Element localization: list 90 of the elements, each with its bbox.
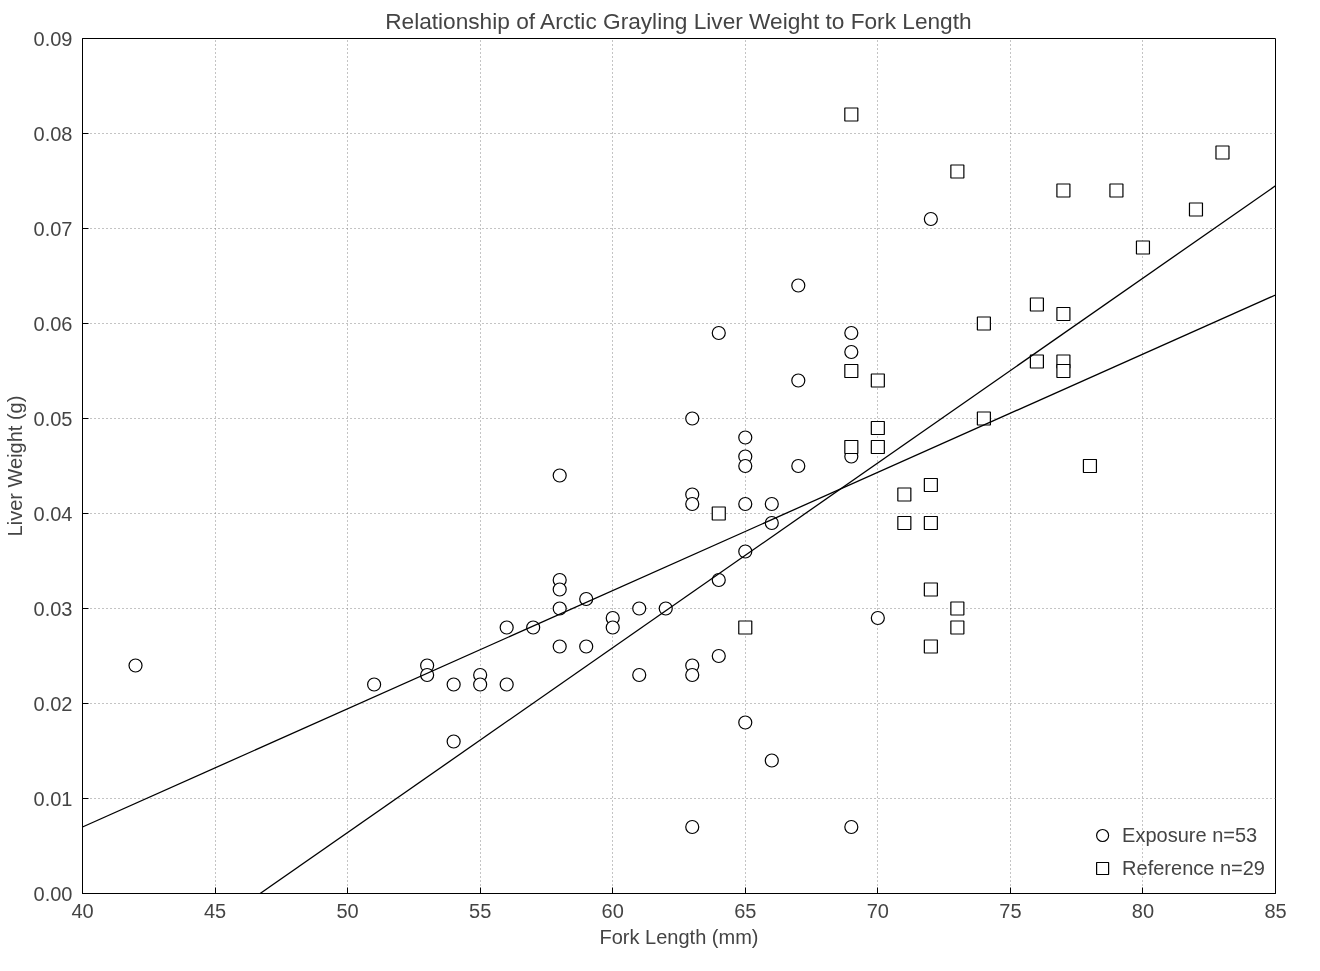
point <box>499 620 514 635</box>
point <box>1029 354 1044 369</box>
point <box>870 420 885 436</box>
point <box>632 667 647 683</box>
point <box>870 373 885 388</box>
y-tick-label: 0.07 <box>33 217 73 240</box>
y-tick-label: 0.08 <box>33 122 73 145</box>
point <box>473 677 488 692</box>
point <box>711 325 726 341</box>
point <box>446 734 461 749</box>
point <box>685 496 700 512</box>
chart-title: Relationship of Arctic Grayling Liver Weight to Fork Length <box>385 7 972 34</box>
point <box>923 582 938 597</box>
y-tick-label: 0.02 <box>33 692 73 715</box>
point <box>738 715 753 730</box>
point <box>1056 306 1071 322</box>
point <box>1082 458 1098 474</box>
point <box>552 468 567 483</box>
point <box>844 439 859 455</box>
point <box>976 316 991 331</box>
point <box>844 819 859 835</box>
point <box>367 677 382 692</box>
point <box>738 430 753 445</box>
x-axis-title: Fork Length (mm) <box>599 925 759 948</box>
point <box>685 667 700 683</box>
x-tick-label: 70 <box>866 899 889 922</box>
point <box>552 639 567 654</box>
point <box>897 515 912 531</box>
x-tick-label: 45 <box>203 899 227 922</box>
point <box>791 373 806 388</box>
y-tick-label: 0.05 <box>33 407 73 430</box>
y-axis-title: Liver Weight (g) <box>3 395 26 537</box>
point <box>897 487 912 502</box>
point <box>1056 363 1071 379</box>
y-tick-label: 0.06 <box>33 312 73 335</box>
point <box>844 363 859 379</box>
legend-label: Reference n=29 <box>1122 856 1265 880</box>
point <box>1056 183 1071 198</box>
x-tick-label: 55 <box>469 899 492 922</box>
y-tick-label: 0.01 <box>33 787 73 810</box>
x-tick-label: 40 <box>71 899 94 922</box>
y-tick-label: 0.04 <box>33 502 73 525</box>
point <box>950 601 965 616</box>
point <box>844 107 859 122</box>
x-tick-label: 75 <box>999 899 1022 922</box>
point <box>950 164 965 179</box>
point <box>923 477 938 493</box>
x-tick-label: 65 <box>734 899 757 922</box>
point <box>738 496 753 512</box>
point <box>791 458 806 474</box>
point <box>738 458 753 474</box>
point <box>1135 240 1151 255</box>
point <box>870 610 885 626</box>
y-tick-label: 0.03 <box>33 597 73 620</box>
point <box>870 439 885 455</box>
point <box>1215 145 1230 160</box>
y-tick-label: 0.09 <box>33 27 73 50</box>
point <box>552 582 567 597</box>
point <box>976 411 991 426</box>
point <box>605 620 620 635</box>
point <box>923 211 938 227</box>
x-tick-label: 60 <box>601 899 624 922</box>
point <box>923 515 938 531</box>
point <box>128 658 143 673</box>
point <box>685 819 700 835</box>
point <box>764 496 779 512</box>
point <box>632 601 647 616</box>
point <box>446 677 461 692</box>
point <box>844 344 859 360</box>
point <box>1188 202 1204 217</box>
point <box>738 620 753 635</box>
point <box>923 639 938 654</box>
point <box>579 639 594 654</box>
legend-label: Exposure n=53 <box>1122 823 1258 847</box>
point <box>1109 183 1124 198</box>
x-tick-label: 80 <box>1131 899 1155 922</box>
point <box>499 677 514 692</box>
point <box>950 620 965 635</box>
point <box>764 753 779 768</box>
point <box>844 325 859 341</box>
x-tick-label: 85 <box>1264 899 1287 922</box>
point <box>711 506 726 521</box>
point <box>1029 297 1044 312</box>
y-tick-label: 0.00 <box>33 882 73 905</box>
point <box>552 601 567 616</box>
point <box>685 411 700 426</box>
x-tick-label: 50 <box>336 899 359 922</box>
point <box>711 572 726 588</box>
point <box>711 648 726 664</box>
point <box>791 278 806 293</box>
